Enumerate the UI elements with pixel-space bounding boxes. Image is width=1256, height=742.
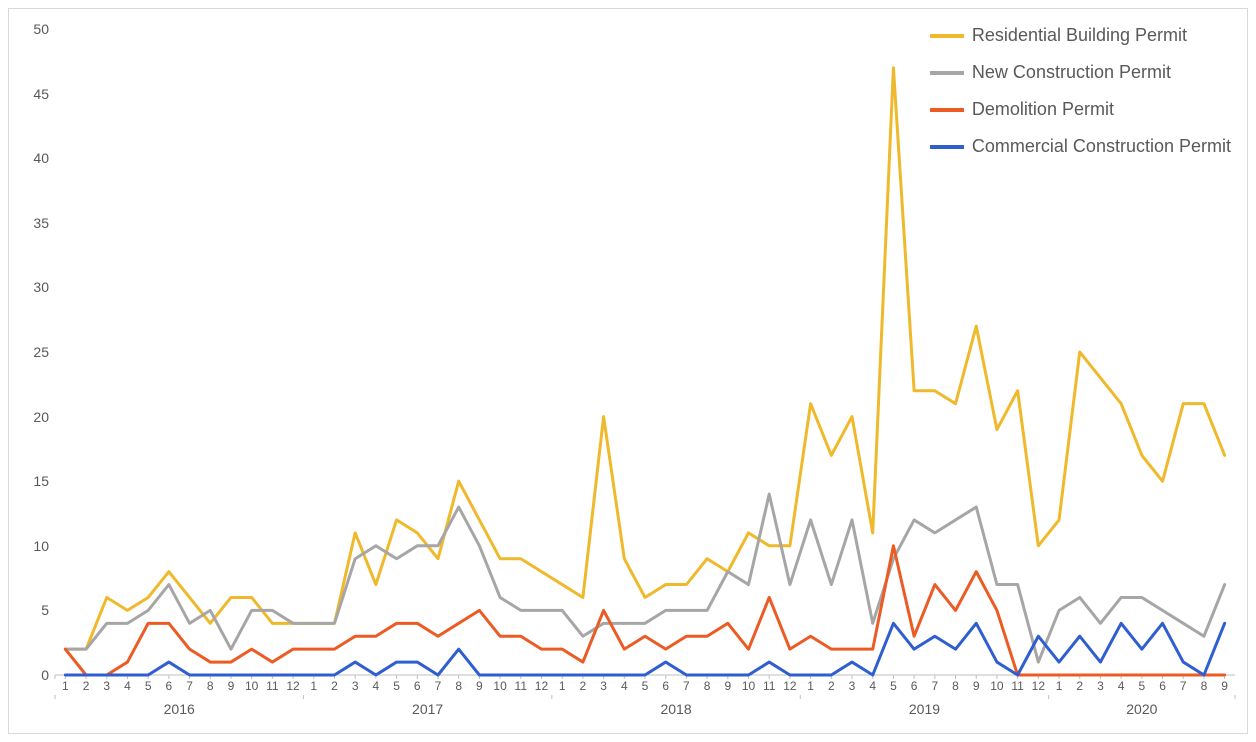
x-year-label: 2018 — [660, 701, 691, 717]
x-tick-label: 6 — [414, 679, 421, 693]
x-tick-label: 9 — [476, 679, 483, 693]
x-tick-label: 4 — [1118, 679, 1125, 693]
legend-label: Residential Building Permit — [972, 25, 1187, 46]
legend-item: Residential Building Permit — [930, 25, 1231, 46]
legend-swatch — [930, 108, 964, 112]
x-tick-label: 10 — [990, 679, 1003, 693]
chart-legend: Residential Building Permit New Construct… — [930, 25, 1231, 173]
y-tick-label: 0 — [41, 667, 49, 683]
x-tick-label: 5 — [642, 679, 649, 693]
legend-item: Commercial Construction Permit — [930, 136, 1231, 157]
x-tick-label: 1 — [807, 679, 814, 693]
x-tick-label: 10 — [742, 679, 755, 693]
x-tick-label: 6 — [662, 679, 669, 693]
x-tick-label: 3 — [600, 679, 607, 693]
x-tick-label: 2 — [331, 679, 338, 693]
x-tick-label: 1 — [62, 679, 69, 693]
x-tick-label: 7 — [931, 679, 938, 693]
x-tick-label: 12 — [535, 679, 548, 693]
legend-label: Commercial Construction Permit — [972, 136, 1231, 157]
x-tick-label: 8 — [1201, 679, 1208, 693]
x-tick-label: 3 — [103, 679, 110, 693]
x-tick-label: 3 — [1097, 679, 1104, 693]
x-tick-label: 12 — [783, 679, 796, 693]
x-tick-label: 9 — [1221, 679, 1228, 693]
y-tick-label: 30 — [33, 279, 49, 295]
x-year-label: 2019 — [909, 701, 940, 717]
legend-label: Demolition Permit — [972, 99, 1114, 120]
y-tick-label: 25 — [33, 344, 49, 360]
x-tick-label: 6 — [1159, 679, 1166, 693]
y-tick-label: 45 — [33, 86, 49, 102]
y-tick-label: 5 — [41, 602, 49, 618]
legend-swatch — [930, 145, 964, 149]
x-year-label: 2017 — [412, 701, 443, 717]
x-tick-label: 8 — [952, 679, 959, 693]
x-tick-label: 1 — [559, 679, 566, 693]
x-tick-label: 5 — [145, 679, 152, 693]
x-tick-label: 10 — [493, 679, 506, 693]
x-tick-label: 1 — [1056, 679, 1063, 693]
x-tick-label: 8 — [455, 679, 462, 693]
x-tick-label: 10 — [245, 679, 258, 693]
legend-item: Demolition Permit — [930, 99, 1231, 120]
x-tick-label: 4 — [124, 679, 131, 693]
x-tick-label: 8 — [207, 679, 214, 693]
y-tick-label: 50 — [33, 21, 49, 37]
x-tick-label: 4 — [373, 679, 380, 693]
x-tick-label: 11 — [266, 679, 278, 693]
x-tick-label: 1 — [310, 679, 317, 693]
x-tick-label: 12 — [1032, 679, 1045, 693]
x-tick-label: 2 — [83, 679, 90, 693]
x-tick-label: 11 — [1011, 679, 1023, 693]
y-tick-label: 35 — [33, 215, 49, 231]
legend-label: New Construction Permit — [972, 62, 1171, 83]
x-tick-label: 7 — [435, 679, 442, 693]
x-tick-label: 9 — [228, 679, 235, 693]
x-tick-label: 11 — [515, 679, 527, 693]
x-tick-label: 7 — [1180, 679, 1187, 693]
x-tick-label: 5 — [890, 679, 897, 693]
x-tick-label: 6 — [911, 679, 918, 693]
x-tick-label: 12 — [286, 679, 299, 693]
x-tick-label: 4 — [621, 679, 628, 693]
x-tick-label: 3 — [352, 679, 359, 693]
x-year-label: 2016 — [164, 701, 195, 717]
x-tick-label: 7 — [186, 679, 193, 693]
series-line — [65, 546, 1224, 675]
chart-frame: 0510152025303540455012345678910111212345… — [8, 8, 1248, 734]
x-tick-label: 9 — [724, 679, 731, 693]
x-tick-label: 8 — [704, 679, 711, 693]
x-tick-label: 4 — [869, 679, 876, 693]
x-tick-label: 2 — [1076, 679, 1083, 693]
x-year-label: 2020 — [1126, 701, 1157, 717]
x-tick-label: 2 — [580, 679, 587, 693]
y-tick-label: 10 — [33, 538, 49, 554]
y-tick-label: 20 — [33, 409, 49, 425]
legend-item: New Construction Permit — [930, 62, 1231, 83]
x-tick-label: 11 — [763, 679, 775, 693]
x-tick-label: 7 — [683, 679, 690, 693]
y-tick-label: 40 — [33, 150, 49, 166]
y-tick-label: 15 — [33, 473, 49, 489]
x-tick-label: 9 — [973, 679, 980, 693]
x-tick-label: 2 — [828, 679, 835, 693]
x-tick-label: 5 — [1138, 679, 1145, 693]
x-tick-label: 5 — [393, 679, 400, 693]
legend-swatch — [930, 71, 964, 75]
x-tick-label: 6 — [166, 679, 173, 693]
legend-swatch — [930, 34, 964, 38]
x-tick-label: 3 — [849, 679, 856, 693]
